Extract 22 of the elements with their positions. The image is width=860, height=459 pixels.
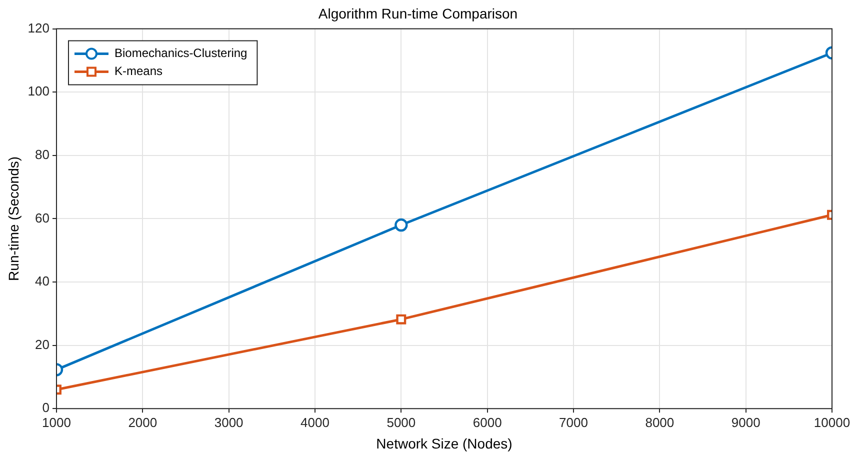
x-tick-label: 5000 bbox=[386, 414, 416, 430]
x-tick-label: 7000 bbox=[559, 414, 588, 430]
x-tick-label: 3000 bbox=[214, 414, 244, 430]
x-tick-label: 10000 bbox=[814, 414, 850, 430]
y-tick-label: 40 bbox=[35, 274, 50, 289]
chart-title: Algorithm Run-time Comparison bbox=[318, 5, 518, 22]
y-tick-label: 20 bbox=[35, 336, 50, 352]
legend-label: Biomechanics-Clustering bbox=[114, 46, 248, 60]
x-tick-label: 8000 bbox=[645, 414, 674, 430]
y-axis-title: Run-time (Seconds) bbox=[5, 156, 22, 281]
x-axis-title: Network Size (Nodes) bbox=[376, 435, 512, 452]
y-tick-label: 120 bbox=[28, 20, 50, 36]
x-tick-label: 4000 bbox=[300, 414, 330, 430]
x-tick-label: 1000 bbox=[42, 414, 71, 430]
legend-label: K-means bbox=[114, 64, 163, 78]
y-tick-label: 100 bbox=[28, 84, 50, 99]
x-tick-label: 2000 bbox=[128, 414, 158, 430]
y-tick-label: 80 bbox=[35, 146, 50, 162]
y-tick-label: 0 bbox=[42, 400, 50, 416]
x-tick-label: 9000 bbox=[731, 414, 760, 430]
x-tick-label: 6000 bbox=[472, 414, 502, 430]
y-tick-label: 60 bbox=[35, 210, 50, 226]
